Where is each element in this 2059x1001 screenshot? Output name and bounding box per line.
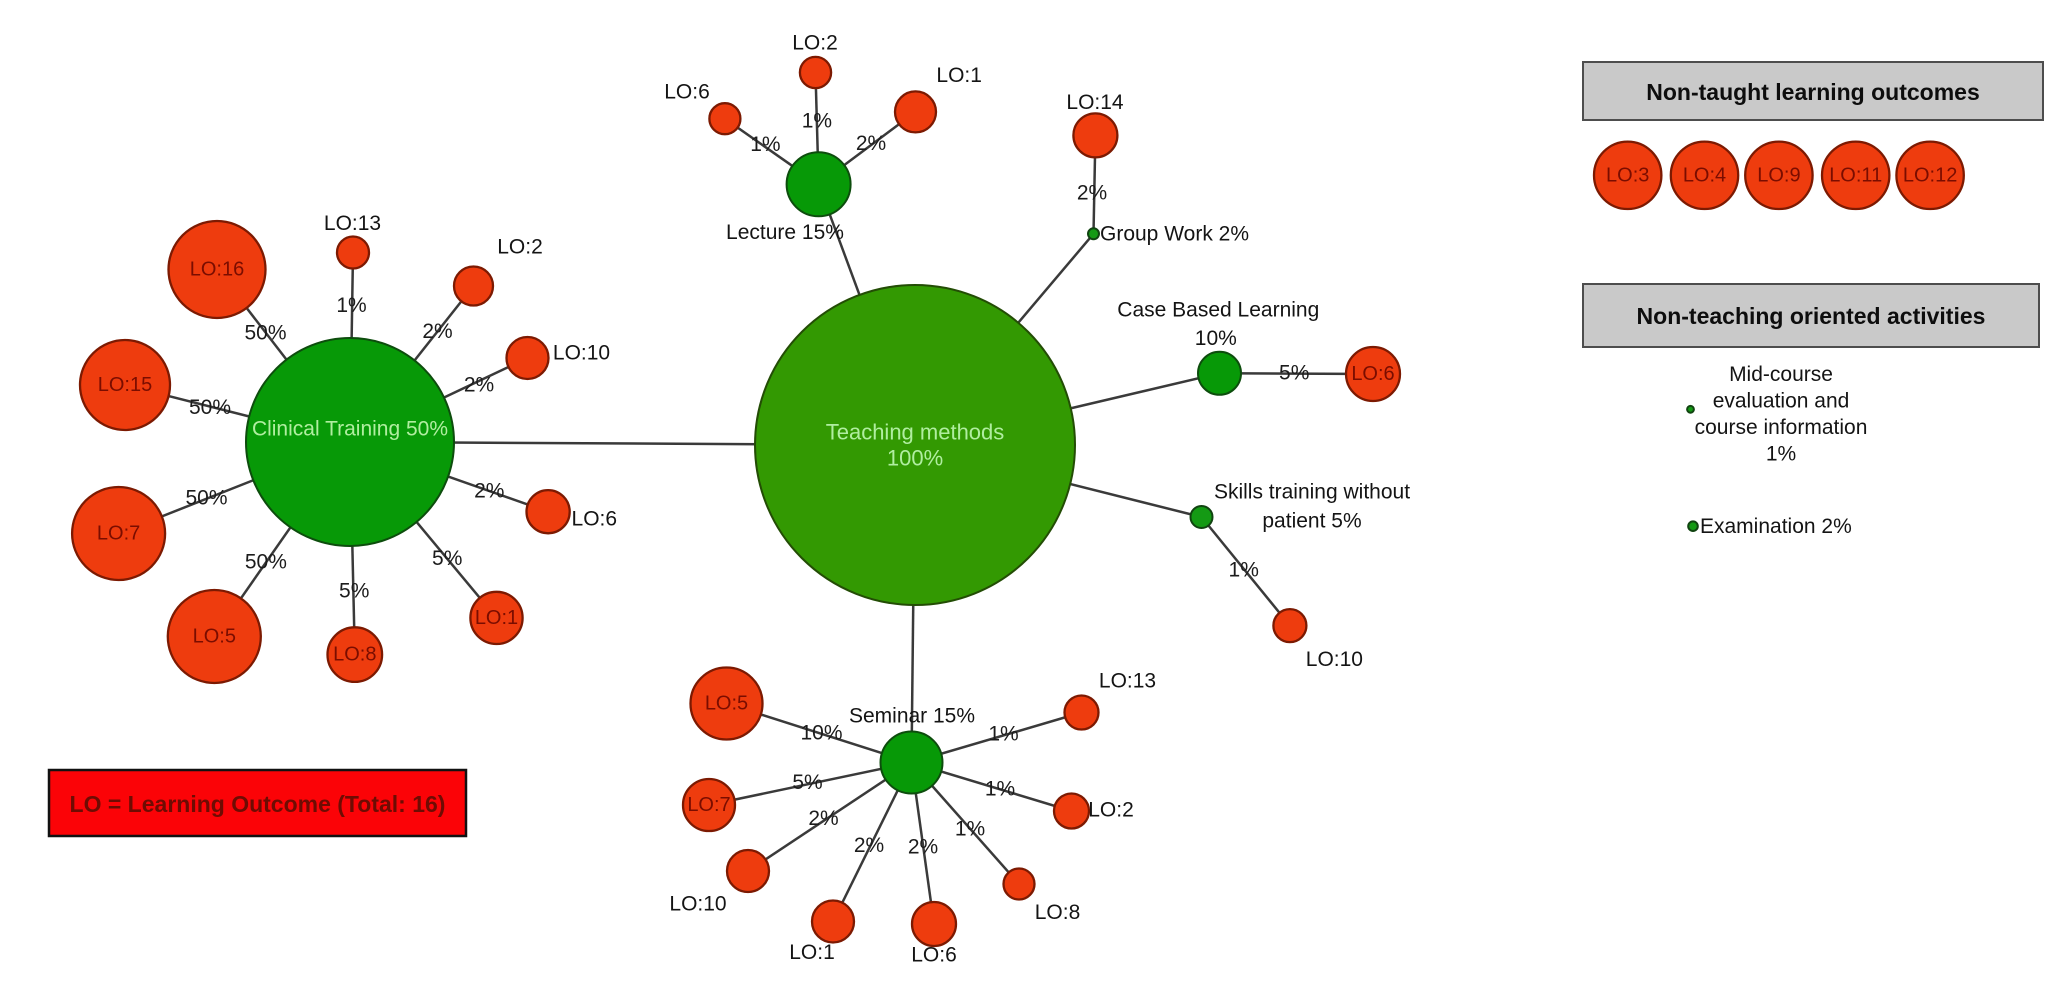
svg-text:LO:14: LO:14 <box>1066 91 1124 114</box>
svg-text:5%: 5% <box>339 579 369 602</box>
svg-text:2%: 2% <box>422 320 452 343</box>
svg-text:LO:4: LO:4 <box>1683 164 1726 186</box>
svg-text:1%: 1% <box>336 294 366 317</box>
svg-text:Group Work 2%: Group Work 2% <box>1100 223 1249 246</box>
svg-text:Non-teaching oriented activiti: Non-teaching oriented activities <box>1637 303 1986 329</box>
svg-text:LO:5: LO:5 <box>193 626 236 648</box>
svg-text:50%: 50% <box>189 396 231 419</box>
svg-text:Lecture 15%: Lecture 15% <box>726 221 844 244</box>
svg-text:LO:6: LO:6 <box>1351 363 1394 385</box>
svg-text:2%: 2% <box>808 807 838 830</box>
svg-text:2%: 2% <box>908 836 938 859</box>
svg-text:2%: 2% <box>464 374 494 397</box>
svg-text:2%: 2% <box>856 132 886 155</box>
svg-text:50%: 50% <box>185 486 227 509</box>
svg-text:LO:10: LO:10 <box>553 342 610 365</box>
svg-text:LO:16: LO:16 <box>190 259 244 281</box>
svg-text:1%: 1% <box>1766 443 1796 466</box>
svg-text:LO:15: LO:15 <box>98 374 152 396</box>
svg-text:50%: 50% <box>244 322 286 345</box>
svg-text:LO = Learning Outcome (Total:: LO = Learning Outcome (Total: 16) <box>70 791 446 817</box>
svg-text:LO:12: LO:12 <box>1903 164 1957 186</box>
svg-text:LO:5: LO:5 <box>705 693 748 715</box>
svg-text:LO:2: LO:2 <box>497 236 543 259</box>
svg-text:2%: 2% <box>854 834 884 857</box>
svg-text:LO:10: LO:10 <box>1306 648 1363 671</box>
svg-text:Clinical Training 50%: Clinical Training 50% <box>252 418 448 441</box>
svg-text:2%: 2% <box>474 480 504 503</box>
svg-text:LO:9: LO:9 <box>1757 164 1800 186</box>
svg-text:1%: 1% <box>955 818 985 841</box>
svg-text:LO:6: LO:6 <box>572 507 618 530</box>
svg-text:Case Based Learning: Case Based Learning <box>1117 299 1319 322</box>
svg-text:1%: 1% <box>985 778 1015 801</box>
svg-text:patient 5%: patient 5% <box>1262 510 1361 533</box>
svg-text:2%: 2% <box>1077 181 1107 204</box>
svg-text:Mid-course: Mid-course <box>1729 363 1833 386</box>
svg-text:LO:1: LO:1 <box>475 607 518 629</box>
svg-text:LO:7: LO:7 <box>97 523 140 545</box>
svg-text:Seminar 15%: Seminar 15% <box>849 705 975 728</box>
svg-text:LO:1: LO:1 <box>789 941 835 964</box>
svg-text:5%: 5% <box>792 771 822 794</box>
svg-text:LO:7: LO:7 <box>687 794 730 816</box>
svg-text:10%: 10% <box>800 722 842 745</box>
svg-text:LO:13: LO:13 <box>324 212 381 235</box>
svg-text:1%: 1% <box>750 133 780 156</box>
svg-text:100%: 100% <box>887 446 943 471</box>
svg-text:1%: 1% <box>802 110 832 133</box>
svg-text:10%: 10% <box>1195 327 1237 350</box>
svg-text:1%: 1% <box>1229 558 1259 581</box>
svg-text:LO:6: LO:6 <box>911 944 957 967</box>
svg-text:5%: 5% <box>1279 362 1309 385</box>
svg-text:LO:8: LO:8 <box>333 644 376 666</box>
svg-text:LO:8: LO:8 <box>1035 901 1081 924</box>
svg-text:LO:10: LO:10 <box>669 893 726 916</box>
svg-text:Examination 2%: Examination 2% <box>1700 515 1852 538</box>
svg-text:Non-taught learning outcomes: Non-taught learning outcomes <box>1646 79 1980 105</box>
svg-text:50%: 50% <box>245 551 287 574</box>
svg-text:LO:1: LO:1 <box>936 64 982 87</box>
svg-text:5%: 5% <box>432 547 462 570</box>
svg-text:LO:3: LO:3 <box>1606 164 1649 186</box>
svg-text:LO:2: LO:2 <box>1088 799 1134 822</box>
svg-text:LO:13: LO:13 <box>1099 670 1156 693</box>
svg-text:1%: 1% <box>988 723 1018 746</box>
svg-text:LO:6: LO:6 <box>664 81 710 104</box>
svg-text:LO:11: LO:11 <box>1829 164 1882 186</box>
svg-text:evaluation and: evaluation and <box>1713 389 1850 412</box>
svg-text:course information: course information <box>1695 416 1868 439</box>
svg-text:Teaching methods: Teaching methods <box>826 420 1005 445</box>
svg-text:LO:2: LO:2 <box>792 32 838 55</box>
svg-text:Skills training without: Skills training without <box>1214 481 1410 504</box>
